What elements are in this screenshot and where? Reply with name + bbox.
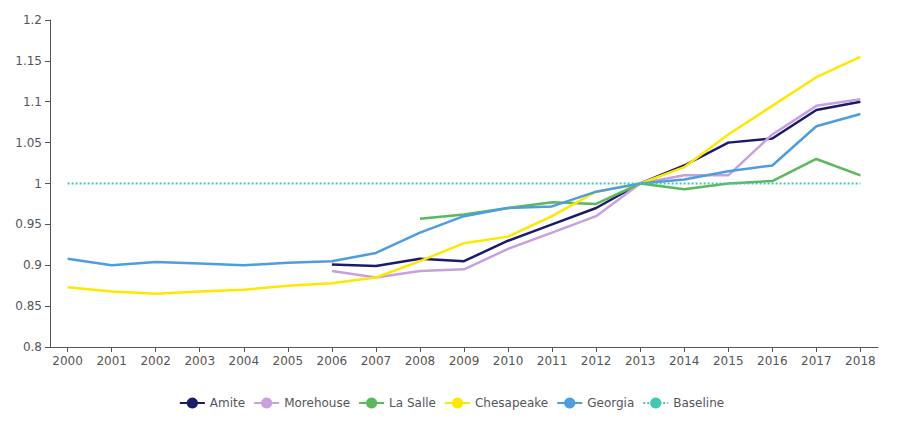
svg-text:2001: 2001 <box>96 354 127 368</box>
svg-text:2017: 2017 <box>801 354 832 368</box>
svg-text:Baseline: Baseline <box>673 396 724 410</box>
svg-text:1.1: 1.1 <box>23 95 42 109</box>
svg-text:2009: 2009 <box>449 354 480 368</box>
svg-text:Georgia: Georgia <box>587 396 634 410</box>
svg-text:2006: 2006 <box>317 354 348 368</box>
svg-text:1.05: 1.05 <box>15 136 42 150</box>
svg-text:2004: 2004 <box>229 354 260 368</box>
svg-text:Morehouse: Morehouse <box>284 396 350 410</box>
svg-text:2005: 2005 <box>273 354 304 368</box>
svg-text:2003: 2003 <box>184 354 215 368</box>
svg-text:2008: 2008 <box>405 354 436 368</box>
svg-text:2015: 2015 <box>713 354 744 368</box>
svg-text:1.2: 1.2 <box>23 13 42 27</box>
svg-text:2000: 2000 <box>52 354 83 368</box>
svg-text:2012: 2012 <box>581 354 612 368</box>
svg-text:0.95: 0.95 <box>15 217 42 231</box>
svg-text:2018: 2018 <box>845 354 876 368</box>
svg-text:2011: 2011 <box>537 354 568 368</box>
svg-text:1: 1 <box>34 177 42 191</box>
svg-text:0.8: 0.8 <box>23 340 42 354</box>
svg-text:2013: 2013 <box>625 354 656 368</box>
svg-text:2007: 2007 <box>361 354 392 368</box>
svg-text:2002: 2002 <box>140 354 171 368</box>
svg-text:1.15: 1.15 <box>15 54 42 68</box>
svg-text:0.85: 0.85 <box>15 299 42 313</box>
svg-text:2010: 2010 <box>493 354 524 368</box>
svg-text:La Salle: La Salle <box>389 396 436 410</box>
svg-text:0.9: 0.9 <box>23 258 42 272</box>
svg-text:2016: 2016 <box>757 354 788 368</box>
svg-text:Chesapeake: Chesapeake <box>475 396 548 410</box>
svg-text:2014: 2014 <box>669 354 700 368</box>
svg-text:Amite: Amite <box>210 396 245 410</box>
